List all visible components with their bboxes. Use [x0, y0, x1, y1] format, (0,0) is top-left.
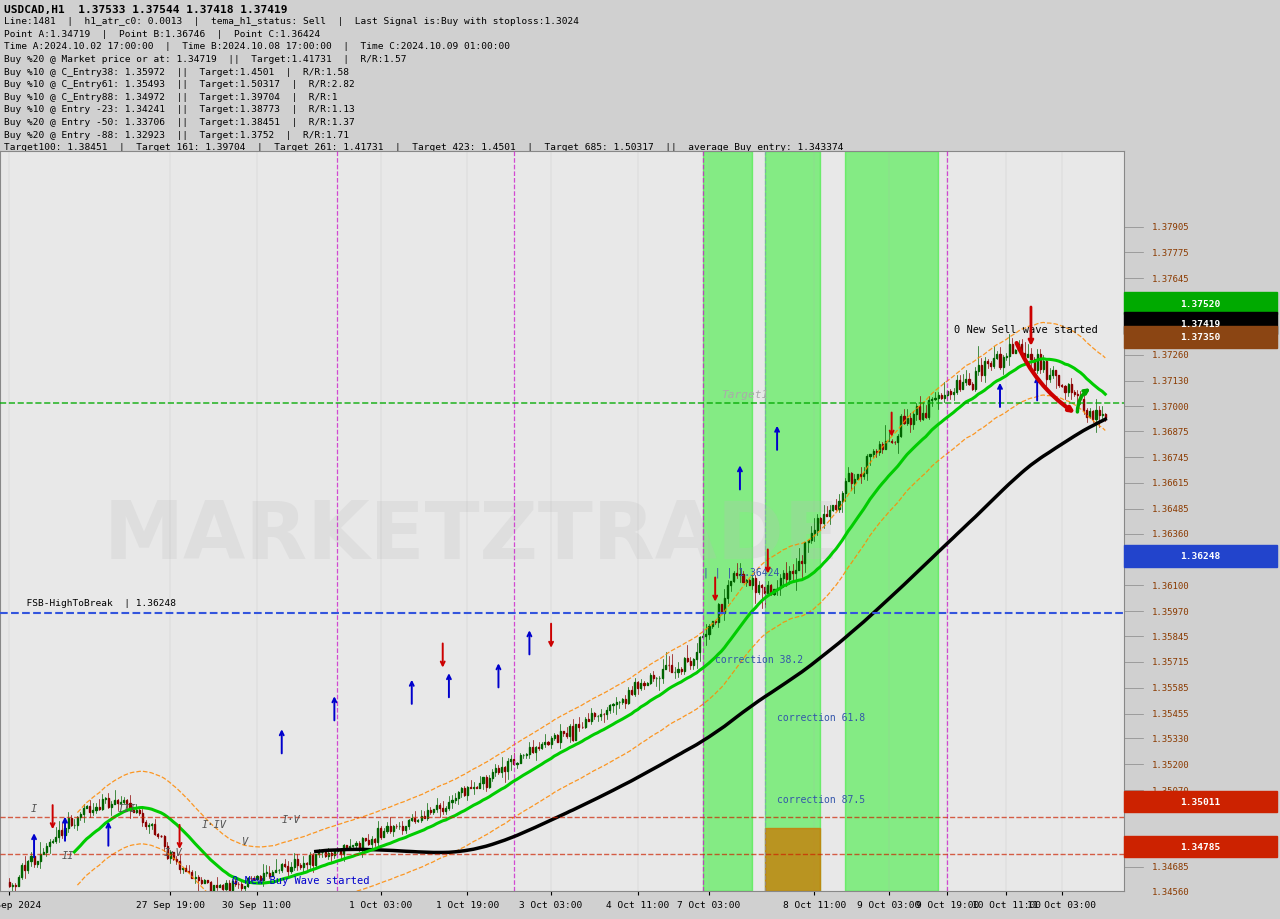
- Text: I·V: I·V: [164, 847, 183, 857]
- Text: Buy %10 @ C_Entry61: 1.35493  ||  Target:1.50317  |  R/R:2.82: Buy %10 @ C_Entry61: 1.35493 || Target:1…: [5, 80, 356, 89]
- Text: 1.36360: 1.36360: [1152, 529, 1189, 539]
- Text: Time A:2024.10.02 17:00:00  |  Time B:2024.10.08 17:00:00  |  Time C:2024.10.09 : Time A:2024.10.02 17:00:00 | Time B:2024…: [5, 42, 511, 51]
- Text: 1.35845: 1.35845: [1152, 632, 1189, 641]
- Text: Buy %10 @ C_Entry88: 1.34972  ||  Target:1.39704  |  R/R:1: Buy %10 @ C_Entry88: 1.34972 || Target:1…: [5, 93, 338, 102]
- Text: 1.37645: 1.37645: [1152, 275, 1189, 283]
- Text: 1.35330: 1.35330: [1152, 734, 1189, 743]
- Text: 1.35070: 1.35070: [1152, 786, 1189, 795]
- Bar: [845, 152, 938, 891]
- Text: 1.37130: 1.37130: [1152, 377, 1189, 386]
- Text: 1.35011: 1.35011: [1180, 798, 1221, 806]
- Text: correction 87.5: correction 87.5: [777, 794, 865, 804]
- Bar: [1124, 546, 1277, 567]
- Text: Point A:1.34719  |  Point B:1.36746  |  Point C:1.36424: Point A:1.34719 | Point B:1.36746 | Poin…: [5, 29, 321, 39]
- Text: 1.37775: 1.37775: [1152, 249, 1189, 257]
- Text: 1.37260: 1.37260: [1152, 351, 1189, 360]
- Text: 1.37419: 1.37419: [1180, 319, 1221, 328]
- Text: 1.35585: 1.35585: [1152, 684, 1189, 692]
- Bar: [764, 152, 820, 891]
- Text: I·IV: I·IV: [201, 819, 227, 829]
- Text: 1.34685: 1.34685: [1152, 862, 1189, 871]
- Text: 1.37350: 1.37350: [1152, 333, 1189, 342]
- Text: 1.36615: 1.36615: [1152, 479, 1189, 488]
- Bar: [764, 829, 820, 891]
- Text: 1.36248: 1.36248: [1180, 551, 1221, 561]
- Text: Target100: 1.38451  |  Target 161: 1.39704  |  Target 261: 1.41731  |  Target 42: Target100: 1.38451 | Target 161: 1.39704…: [5, 143, 844, 152]
- Text: 1.35970: 1.35970: [1152, 607, 1189, 616]
- Text: Target1: Target1: [722, 389, 768, 399]
- Text: Line:1481  |  h1_atr_c0: 0.0013  |  tema_h1_status: Sell  |  Last Signal is:Buy : Line:1481 | h1_atr_c0: 0.0013 | tema_h1_…: [5, 17, 580, 26]
- Text: I: I: [31, 802, 37, 812]
- Text: correction 38.2: correction 38.2: [716, 654, 804, 664]
- Text: 1.37905: 1.37905: [1152, 222, 1189, 232]
- Bar: [1124, 791, 1277, 812]
- Text: II: II: [61, 850, 74, 860]
- Text: I·V: I·V: [282, 814, 301, 824]
- Text: 1.36248: 1.36248: [1152, 551, 1189, 561]
- Text: 1.37520: 1.37520: [1180, 300, 1221, 308]
- Text: 1.36875: 1.36875: [1152, 427, 1189, 437]
- Text: 1.34815: 1.34815: [1152, 836, 1189, 845]
- Text: 1.34560: 1.34560: [1152, 887, 1189, 896]
- Text: 0 New Sell wave started: 0 New Sell wave started: [954, 325, 1097, 335]
- Text: Buy %10 @ C_Entry38: 1.35972  ||  Target:1.4501  |  R/R:1.58: Buy %10 @ C_Entry38: 1.35972 || Target:1…: [5, 67, 349, 76]
- Text: Buy %20 @ Entry -50: 1.33706  ||  Target:1.38451  |  R/R:1.37: Buy %20 @ Entry -50: 1.33706 || Target:1…: [5, 118, 356, 127]
- Text: correction 61.8: correction 61.8: [777, 712, 865, 722]
- Text: 1.36100: 1.36100: [1152, 581, 1189, 590]
- Text: | | | 1.36424: | | | 1.36424: [703, 567, 780, 577]
- Text: III: III: [118, 802, 137, 812]
- Text: 1.36745: 1.36745: [1152, 453, 1189, 462]
- Text: 1.34785: 1.34785: [1152, 843, 1189, 851]
- Text: 1.36230: 1.36230: [1152, 555, 1189, 564]
- Text: Buy %20 @ Market price or at: 1.34719  ||  Target:1.41731  |  R/R:1.57: Buy %20 @ Market price or at: 1.34719 ||…: [5, 55, 407, 64]
- Text: 1.37419: 1.37419: [1152, 319, 1189, 328]
- Text: 1.35200: 1.35200: [1152, 760, 1189, 769]
- Text: 1.34785: 1.34785: [1180, 843, 1221, 851]
- Text: 1.37350: 1.37350: [1180, 333, 1221, 342]
- Text: 1.37000: 1.37000: [1152, 403, 1189, 412]
- Text: FSB-HighToBreak  | 1.36248: FSB-HighToBreak | 1.36248: [15, 598, 177, 607]
- Text: MARKETZTRADE: MARKETZTRADE: [104, 497, 840, 575]
- Bar: [1124, 293, 1277, 314]
- Bar: [1124, 836, 1277, 857]
- Text: Buy %20 @ Entry -88: 1.32923  ||  Target:1.3752  |  R/R:1.71: Buy %20 @ Entry -88: 1.32923 || Target:1…: [5, 130, 349, 140]
- Text: 1.36485: 1.36485: [1152, 505, 1189, 514]
- Text: 1.35715: 1.35715: [1152, 658, 1189, 666]
- Text: 0 New Buy Wave started: 0 New Buy Wave started: [232, 875, 370, 885]
- Text: 1.35011: 1.35011: [1152, 798, 1189, 806]
- Text: Buy %10 @ Entry -23: 1.34241  ||  Target:1.38773  |  R/R:1.13: Buy %10 @ Entry -23: 1.34241 || Target:1…: [5, 106, 356, 114]
- Text: 1.35455: 1.35455: [1152, 709, 1189, 719]
- Bar: [1124, 327, 1277, 348]
- Bar: [1124, 313, 1277, 335]
- Text: V: V: [242, 835, 248, 845]
- Bar: [703, 152, 753, 891]
- Text: USDCAD,H1  1.37533 1.37544 1.37418 1.37419: USDCAD,H1 1.37533 1.37544 1.37418 1.3741…: [5, 5, 288, 15]
- Text: 1.37520: 1.37520: [1152, 300, 1189, 308]
